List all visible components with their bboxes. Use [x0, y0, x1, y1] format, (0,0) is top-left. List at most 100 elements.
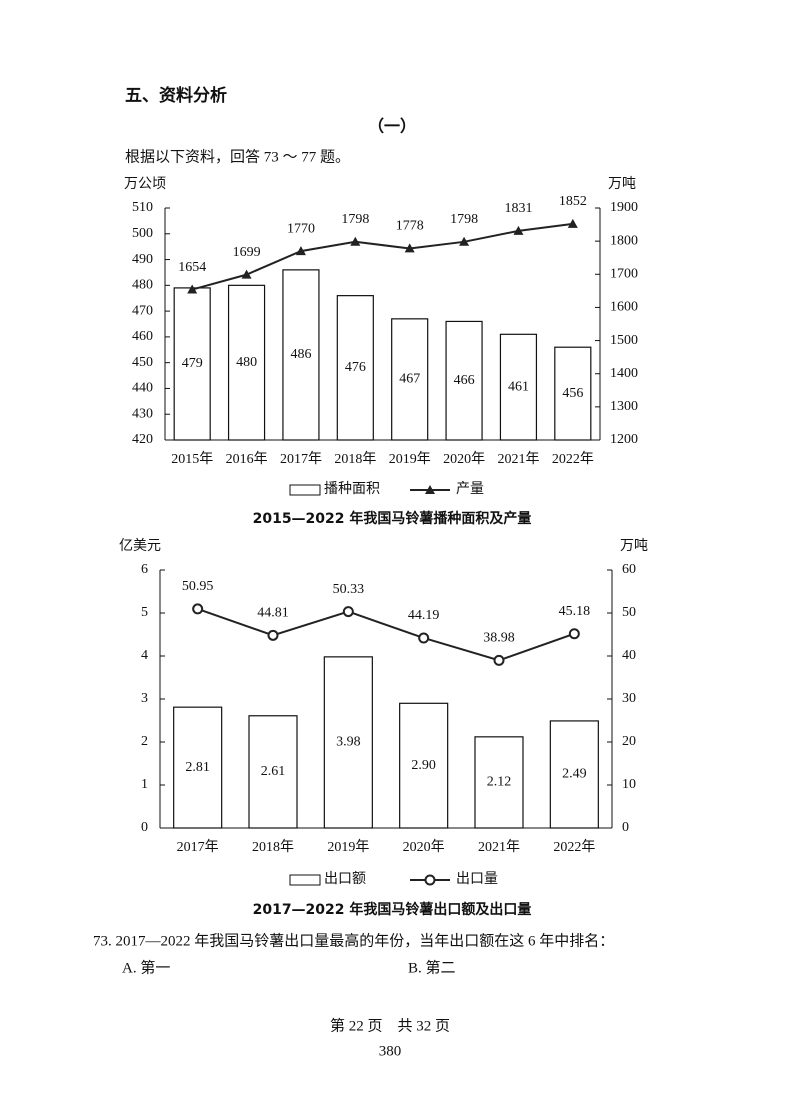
y2-tick-label: 1200 — [610, 432, 638, 447]
data-label: 38.98 — [483, 631, 515, 646]
data-label: 45.18 — [559, 604, 591, 619]
legend-swatch — [289, 484, 321, 496]
line-marker — [425, 485, 435, 494]
bar — [173, 706, 223, 829]
line-marker — [192, 603, 204, 615]
y-tick-label: 0 — [141, 820, 148, 835]
legend-label: 播种面积 — [324, 481, 380, 497]
y-tick-label: 3 — [141, 691, 148, 706]
intro: 根据以下资料，回答 73 ～ 77 题。 — [125, 148, 350, 165]
bar — [323, 656, 373, 829]
bar — [399, 702, 449, 829]
chart-title: 2017—2022 年我国马铃薯出口额及出口量 — [253, 901, 532, 918]
y-tick-label: 510 — [132, 200, 153, 215]
y-tick-label: 2 — [141, 734, 148, 749]
data-label: 456 — [562, 386, 583, 401]
x-tick-label: 2017年 — [280, 451, 322, 467]
x-tick-label: 2020年 — [443, 451, 485, 467]
part-title: （一） — [368, 117, 416, 136]
legend-label: 产量 — [456, 481, 484, 497]
line-marker — [568, 628, 580, 640]
line-marker — [267, 629, 279, 641]
option: B. 第二 — [408, 958, 456, 976]
line-marker — [418, 632, 430, 644]
page-number: 380 — [379, 1043, 402, 1059]
x-tick-label: 2022年 — [552, 451, 594, 467]
x-tick-label: 2019年 — [327, 839, 369, 855]
y2-tick-label: 1300 — [610, 399, 638, 414]
legend-label: 出口量 — [456, 871, 498, 887]
x-tick-label: 2018年 — [252, 839, 294, 855]
data-label: 1770 — [287, 221, 315, 236]
data-label: 476 — [345, 360, 366, 375]
line-marker — [567, 218, 578, 228]
legend-label: 出口额 — [324, 871, 366, 887]
y2-tick-label: 40 — [622, 648, 636, 663]
x-tick-label: 2017年 — [177, 839, 219, 855]
x-tick-label: 2020年 — [403, 839, 445, 855]
bar — [554, 346, 592, 441]
data-label: 2.90 — [411, 758, 436, 773]
line-marker — [404, 243, 415, 253]
x-tick-label: 2021年 — [478, 839, 520, 855]
y-axis-unit: 亿美元 — [119, 538, 161, 554]
y-tick-label: 460 — [132, 329, 153, 344]
y-tick-label: 4 — [141, 648, 148, 663]
bar — [549, 720, 599, 829]
y-tick-label: 420 — [132, 432, 153, 447]
section-title: 五、资料分析 — [125, 85, 227, 106]
bar — [248, 715, 298, 829]
legend-swatch — [289, 874, 321, 886]
data-label: 1654 — [178, 260, 206, 275]
data-label: 2.12 — [487, 775, 512, 790]
line-marker — [187, 284, 198, 294]
y-tick-label: 440 — [132, 381, 153, 396]
line-marker — [513, 225, 524, 235]
bar — [474, 736, 524, 829]
y2-tick-label: 1700 — [610, 267, 638, 282]
bar — [336, 295, 374, 441]
bar — [499, 333, 538, 441]
question-stem: 73. 2017—2022 年我国马铃薯出口量最高的年份，当年出口额在这 6 年… — [93, 932, 614, 949]
data-label: 44.81 — [257, 606, 289, 621]
x-tick-label: 2018年 — [334, 451, 376, 467]
y2-tick-label: 30 — [622, 691, 636, 706]
data-label: 466 — [454, 373, 475, 388]
y2-tick-label: 1500 — [610, 333, 638, 348]
data-label: 2.61 — [261, 764, 286, 779]
line — [191, 222, 573, 291]
x-tick-label: 2021年 — [497, 451, 539, 467]
line-marker — [342, 606, 354, 618]
y-tick-label: 450 — [132, 355, 153, 370]
line-marker — [350, 236, 361, 246]
data-label: 1831 — [504, 201, 532, 216]
data-label: 50.33 — [333, 582, 365, 597]
data-label: 3.98 — [336, 735, 361, 750]
data-label: 44.19 — [408, 608, 440, 623]
line-marker — [459, 236, 470, 246]
page-info: 第 22 页 共 32 页 — [330, 1016, 450, 1034]
option: A. 第一 — [122, 958, 170, 976]
line-marker — [241, 269, 252, 279]
line-marker — [493, 654, 505, 666]
y-tick-label: 1 — [141, 777, 148, 792]
bar — [227, 284, 266, 441]
y-axis-unit: 万公顷 — [124, 176, 166, 192]
data-label: 2.49 — [562, 767, 587, 782]
y2-tick-label: 0 — [622, 820, 629, 835]
data-label: 1778 — [396, 219, 424, 234]
y2-tick-label: 1400 — [610, 366, 638, 381]
y2-tick-label: 1800 — [610, 233, 638, 248]
data-label: 1699 — [233, 245, 261, 260]
y2-tick-label: 1900 — [610, 200, 638, 215]
y2-tick-label: 20 — [622, 734, 636, 749]
y2-tick-label: 1600 — [610, 300, 638, 315]
line — [197, 607, 575, 662]
y2-axis-unit: 万吨 — [608, 176, 636, 192]
y-tick-label: 490 — [132, 252, 153, 267]
chart-title: 2015—2022 年我国马铃薯播种面积及产量 — [253, 510, 532, 527]
data-label: 2.81 — [185, 760, 210, 775]
y2-axis-unit: 万吨 — [620, 538, 648, 554]
